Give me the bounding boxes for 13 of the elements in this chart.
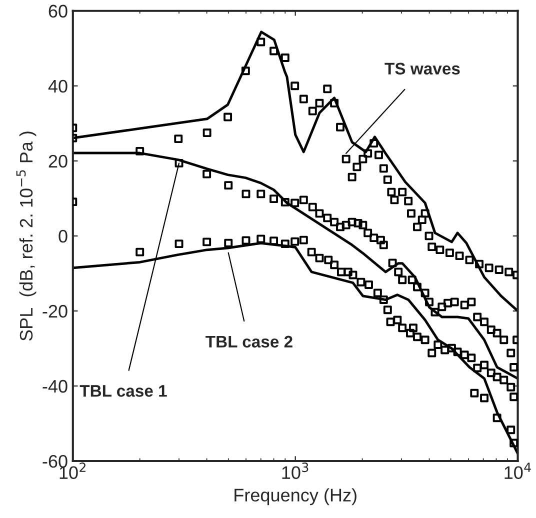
x-tick-label: 10$^{3}$ — [282, 462, 308, 480]
y-axis-title: SPL (dB, ref. 2. 10$^{−5}$ Pa ) — [16, 132, 36, 341]
y-tick-label: 60 — [48, 4, 68, 18]
y-tick-label: 20 — [48, 154, 68, 168]
annotation: TS waves — [384, 62, 460, 75]
y-tick-label: 40 — [48, 80, 68, 93]
x-tick-label: 10$^{4}$ — [504, 462, 531, 480]
y-tick-label: 0 — [58, 230, 68, 243]
y-tick-label: -20 — [42, 304, 68, 318]
annotation: TBL case 1 — [80, 385, 167, 397]
y-tick-label: -40 — [42, 380, 68, 393]
annotation: TBL case 2 — [206, 336, 292, 348]
x-axis-title: Frequency (Hz) — [234, 488, 356, 506]
